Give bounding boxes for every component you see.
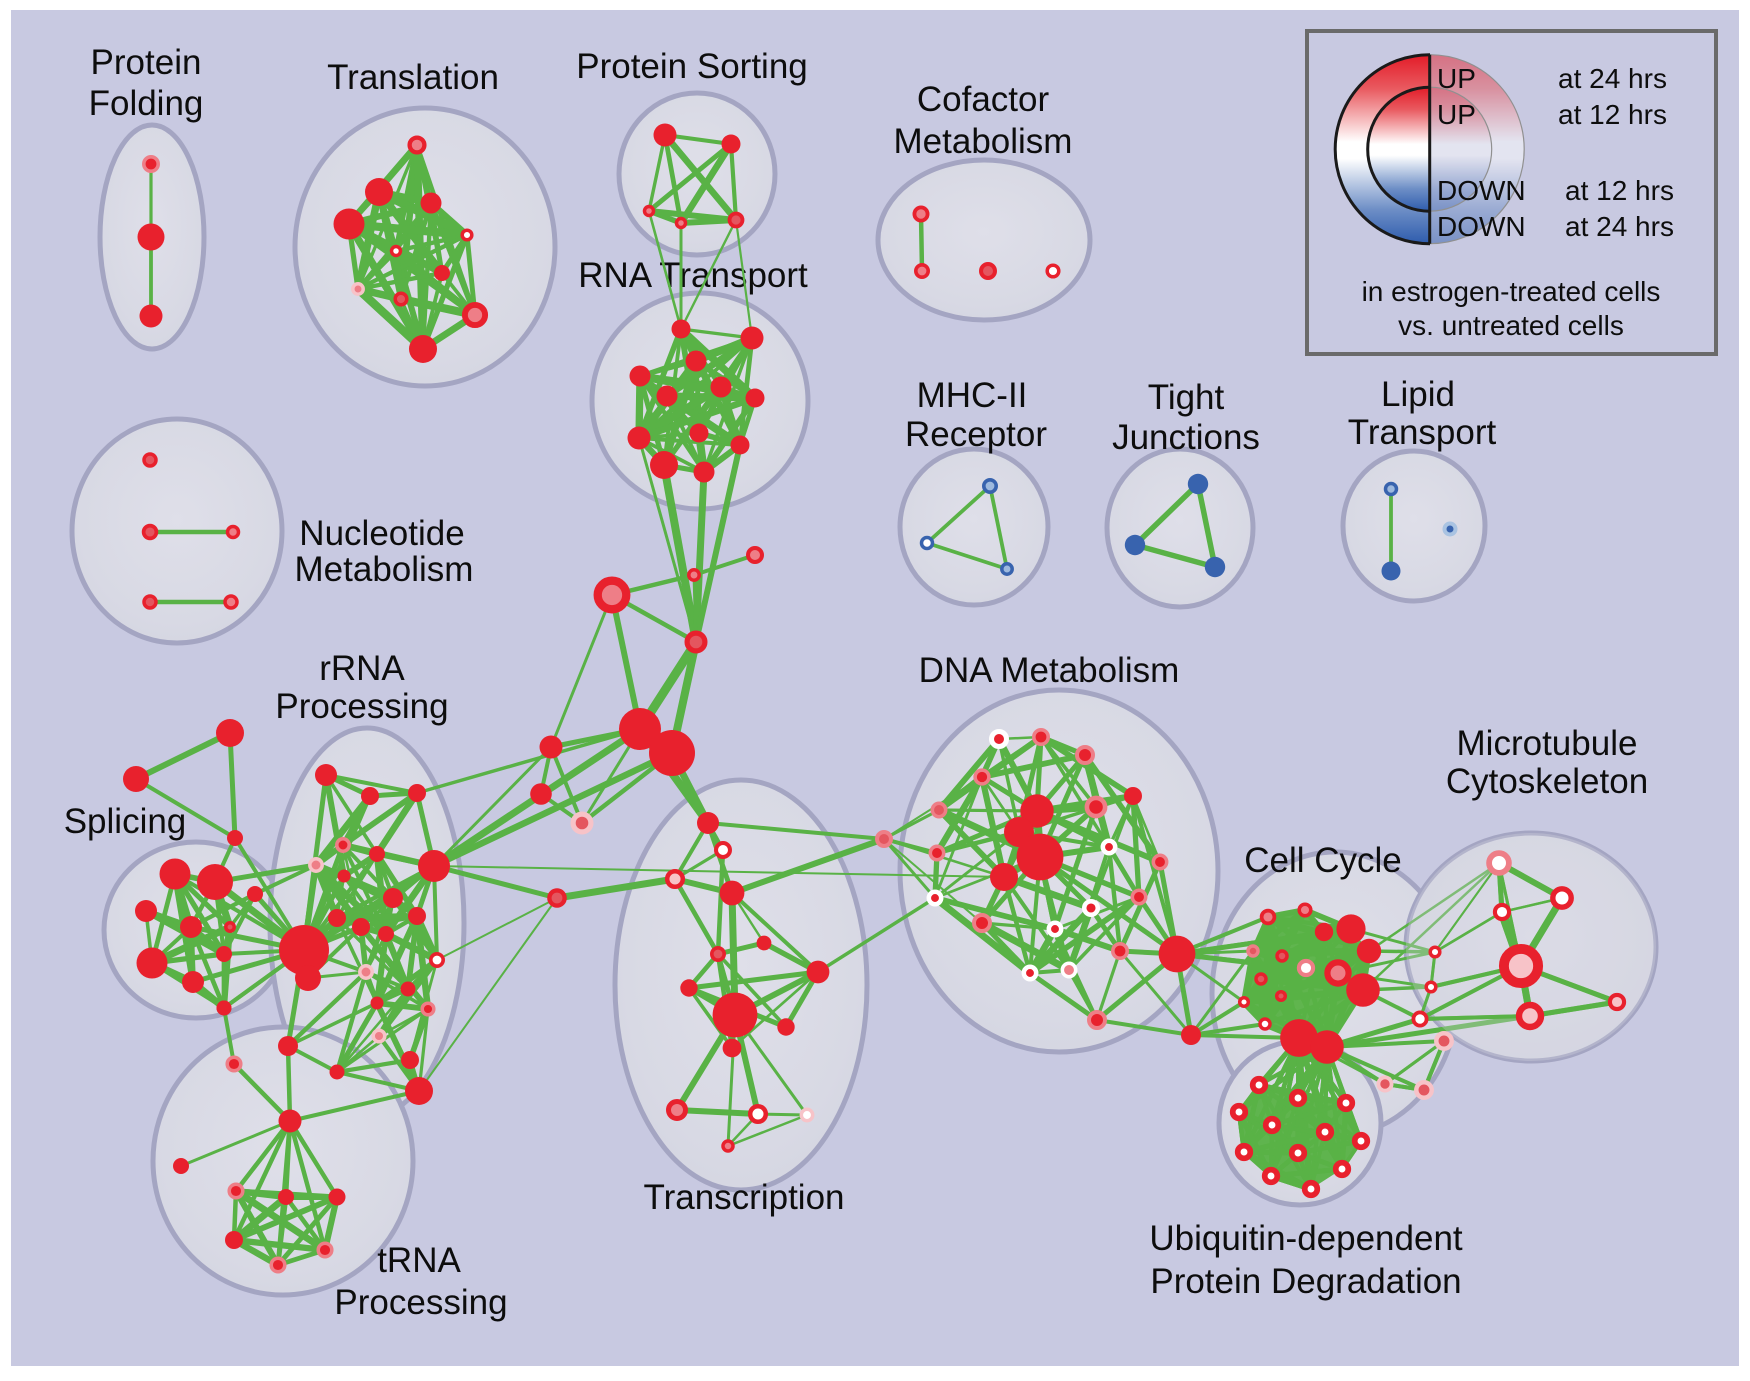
svg-text:Protein Degradation: Protein Degradation [1150,1262,1461,1301]
svg-text:rRNA: rRNA [319,649,405,688]
svg-text:UP: UP [1437,63,1476,94]
svg-text:Cell Cycle: Cell Cycle [1244,841,1402,880]
svg-text:Lipid: Lipid [1381,375,1455,414]
svg-text:at 12 hrs: at 12 hrs [1565,175,1674,206]
svg-text:Receptor: Receptor [905,415,1047,454]
svg-text:DNA Metabolism: DNA Metabolism [919,651,1180,690]
svg-text:Metabolism: Metabolism [295,550,474,589]
svg-text:Splicing: Splicing [64,802,187,841]
svg-text:Processing: Processing [334,1283,507,1322]
svg-text:UP: UP [1437,99,1476,130]
svg-text:Processing: Processing [275,687,448,726]
svg-text:Transcription: Transcription [644,1178,845,1217]
svg-text:MHC-II: MHC-II [917,376,1028,415]
svg-text:Cofactor: Cofactor [917,80,1050,119]
svg-text:Folding: Folding [89,84,204,123]
svg-text:at 12 hrs: at 12 hrs [1558,99,1667,130]
svg-text:DOWN: DOWN [1437,175,1526,206]
svg-text:Translation: Translation [327,58,499,97]
svg-text:in estrogen-treated cells: in estrogen-treated cells [1362,276,1661,307]
svg-text:Nucleotide: Nucleotide [299,514,464,553]
svg-text:at 24 hrs: at 24 hrs [1558,63,1667,94]
svg-text:Protein: Protein [91,43,202,82]
svg-text:tRNA: tRNA [377,1241,461,1280]
svg-text:Tight: Tight [1148,378,1225,417]
svg-text:at 24 hrs: at 24 hrs [1565,211,1674,242]
svg-text:Protein Sorting: Protein Sorting [576,47,808,86]
svg-text:vs. untreated cells: vs. untreated cells [1398,310,1624,341]
svg-text:Microtubule: Microtubule [1457,724,1638,763]
svg-text:Junctions: Junctions [1112,418,1260,457]
svg-text:Ubiquitin-dependent: Ubiquitin-dependent [1149,1219,1463,1258]
svg-text:Cytoskeleton: Cytoskeleton [1446,762,1648,801]
svg-text:Transport: Transport [1348,413,1497,452]
svg-text:DOWN: DOWN [1437,211,1526,242]
svg-text:Metabolism: Metabolism [894,122,1073,161]
svg-text:RNA Transport: RNA Transport [578,256,808,295]
